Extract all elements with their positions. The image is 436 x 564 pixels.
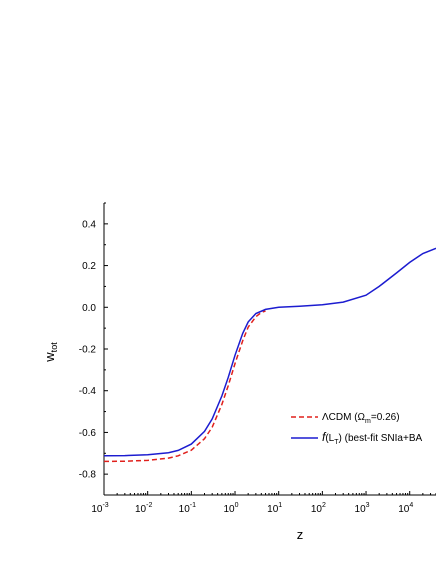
x-axis-title: z — [297, 527, 304, 542]
x-tick-label: 101 — [267, 502, 282, 515]
series-line-0 — [104, 310, 266, 463]
y-tick-label: 0.2 — [82, 261, 96, 272]
x-tick-label: 104 — [398, 502, 413, 515]
x-tick-label: 103 — [355, 502, 370, 515]
x-tick-label: 10-2 — [135, 502, 152, 515]
legend: ΛCDM (Ωm=0.26) f(LT) (best-fit SNIa+BA — [291, 412, 422, 446]
y-tick-label: 0.0 — [82, 303, 96, 314]
y-tick-label: -0.2 — [79, 345, 97, 356]
series-line-1 — [104, 247, 436, 457]
x-tick-label: 10-3 — [91, 502, 108, 515]
y-tick-label: -0.6 — [79, 428, 97, 439]
series-layer — [104, 247, 436, 463]
ticks-layer — [103, 202, 436, 496]
x-tick-label: 100 — [224, 502, 239, 515]
plot-frame — [103, 203, 436, 496]
y-axis-title: wtot — [42, 342, 59, 363]
y-tick-label: -0.4 — [79, 386, 97, 397]
x-tick-label: 102 — [311, 502, 326, 515]
labels-layer: 0.4 0.2 0.0 -0.2 -0.4 -0.6 -0.8 10-3 10-2 10-1 100… — [42, 219, 413, 542]
x-tick-label: 10-1 — [179, 502, 196, 515]
y-tick-label: -0.8 — [79, 470, 97, 481]
legend-entry-0: ΛCDM (Ωm=0.26) — [322, 412, 400, 425]
y-tick-label: 0.4 — [82, 219, 96, 230]
legend-entry-1: f(LT) (best-fit SNIa+BA — [322, 430, 422, 446]
